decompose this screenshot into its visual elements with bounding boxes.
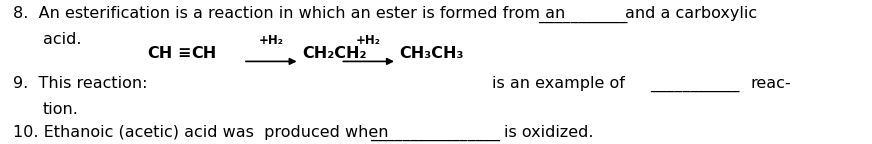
Text: acid.: acid. <box>43 32 82 47</box>
Text: +H₂: +H₂ <box>258 34 283 48</box>
Text: CH: CH <box>147 46 173 61</box>
Text: CH₃CH₃: CH₃CH₃ <box>399 46 464 61</box>
Text: ___________: ___________ <box>650 77 739 92</box>
Text: reac-: reac- <box>751 76 791 91</box>
Text: 8.  An esterification is a reaction in which an ester is formed from an: 8. An esterification is a reaction in wh… <box>13 6 565 21</box>
Text: CH₂CH₂: CH₂CH₂ <box>302 46 366 61</box>
Text: is an example of: is an example of <box>493 76 625 91</box>
Text: ≡: ≡ <box>177 46 190 61</box>
Text: tion.: tion. <box>43 102 79 117</box>
Text: ________________: ________________ <box>370 126 500 141</box>
Text: and a carboxylic: and a carboxylic <box>625 6 758 21</box>
Text: 10. Ethanoic (acetic) acid was  produced when: 10. Ethanoic (acetic) acid was produced … <box>13 125 388 140</box>
Text: is oxidized.: is oxidized. <box>504 125 593 140</box>
Text: ___________: ___________ <box>539 7 628 23</box>
Text: +H₂: +H₂ <box>356 34 381 48</box>
Text: CH: CH <box>191 46 216 61</box>
Text: 9.  This reaction:: 9. This reaction: <box>13 76 147 91</box>
